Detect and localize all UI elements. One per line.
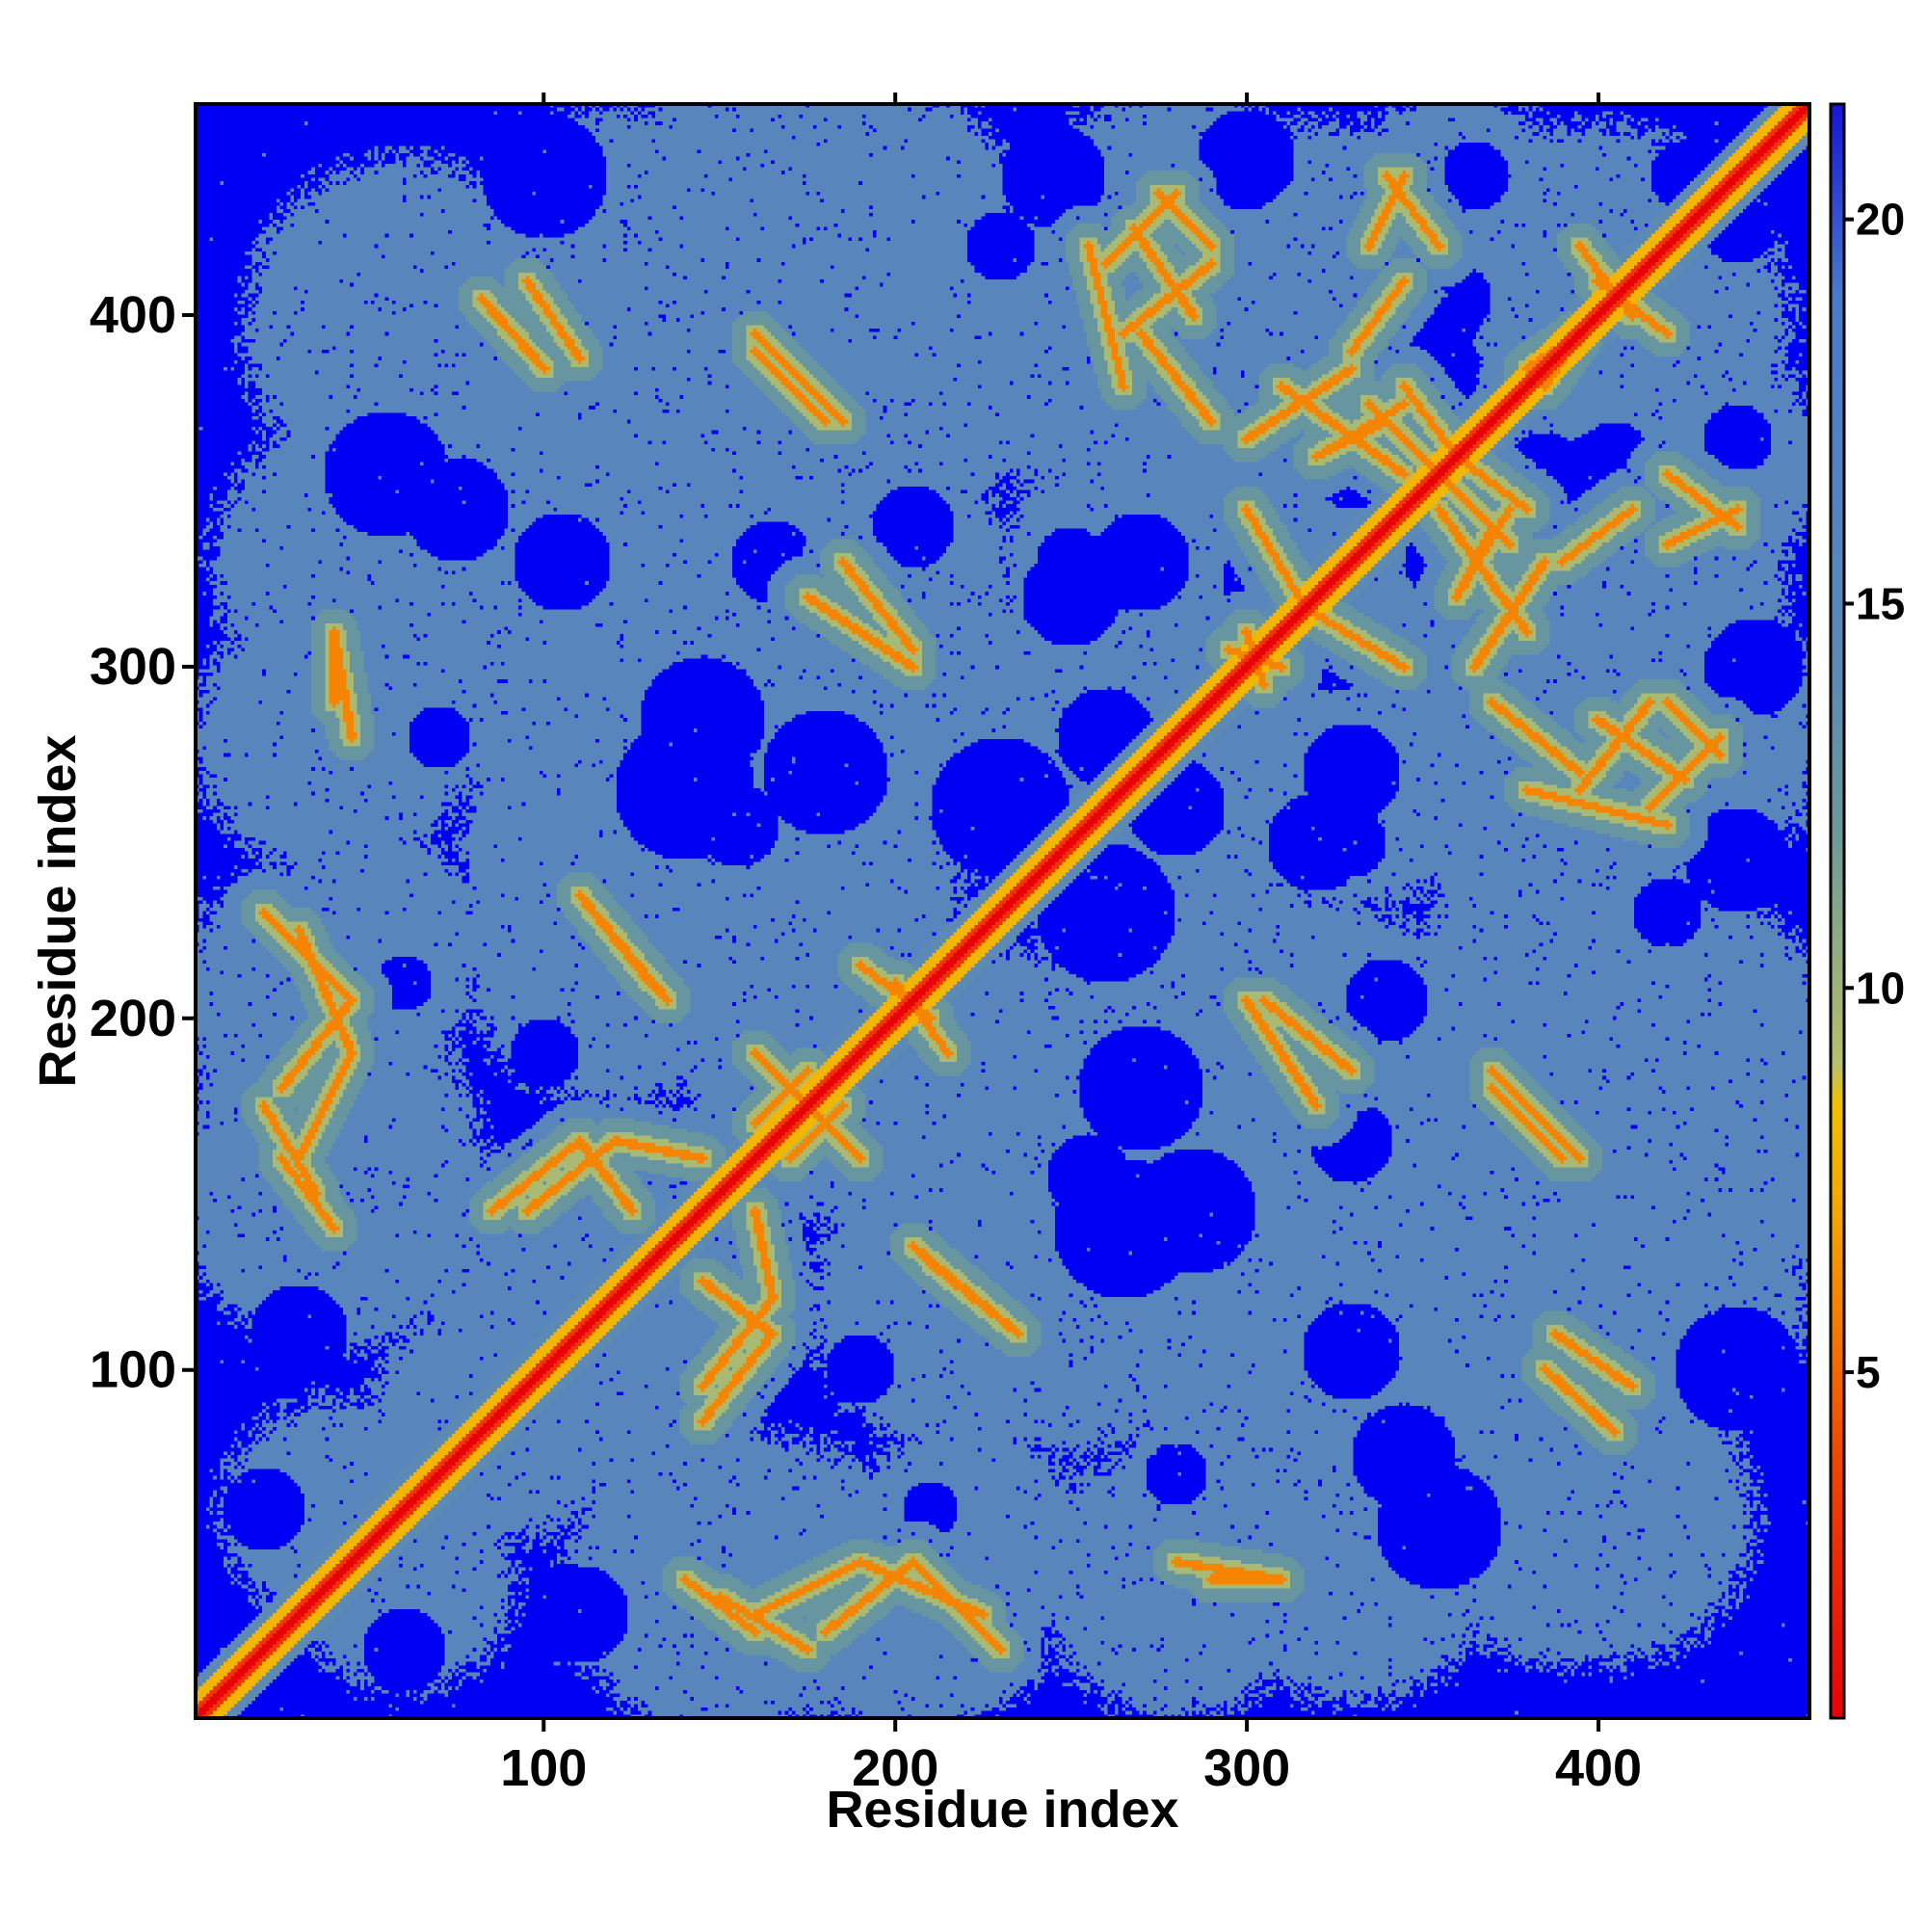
colorbar-tick-label: 15 [1856, 578, 1905, 628]
plot-frame [194, 102, 1811, 1720]
y-tick-label: 400 [90, 286, 176, 344]
x-axis-label: Residue index [826, 1781, 1178, 1839]
heatmap-area [196, 104, 1809, 1718]
y-tick-label: 300 [90, 638, 176, 696]
x-axis: 100 200 300 400 [500, 93, 1642, 1797]
colorbar-bar [1829, 102, 1846, 1720]
x-tick-label: 100 [500, 1739, 587, 1797]
x-tick-label: 400 [1555, 1739, 1642, 1797]
y-axis: 100 200 300 400 [90, 286, 196, 1399]
x-tick-label: 300 [1203, 1739, 1290, 1797]
y-tick-label: 200 [90, 990, 176, 1047]
colorbar-tick-label: 10 [1856, 963, 1905, 1013]
colorbar: 5 10 15 20 [1829, 102, 1905, 1720]
colorbar-tick-label: 5 [1856, 1347, 1881, 1397]
y-tick-label: 100 [90, 1341, 176, 1399]
colorbar-tick-label: 20 [1856, 195, 1905, 245]
y-axis-label: Residue index [29, 734, 87, 1087]
heatmap-image [196, 104, 1809, 1718]
x-tick-label: 200 [852, 1739, 938, 1797]
